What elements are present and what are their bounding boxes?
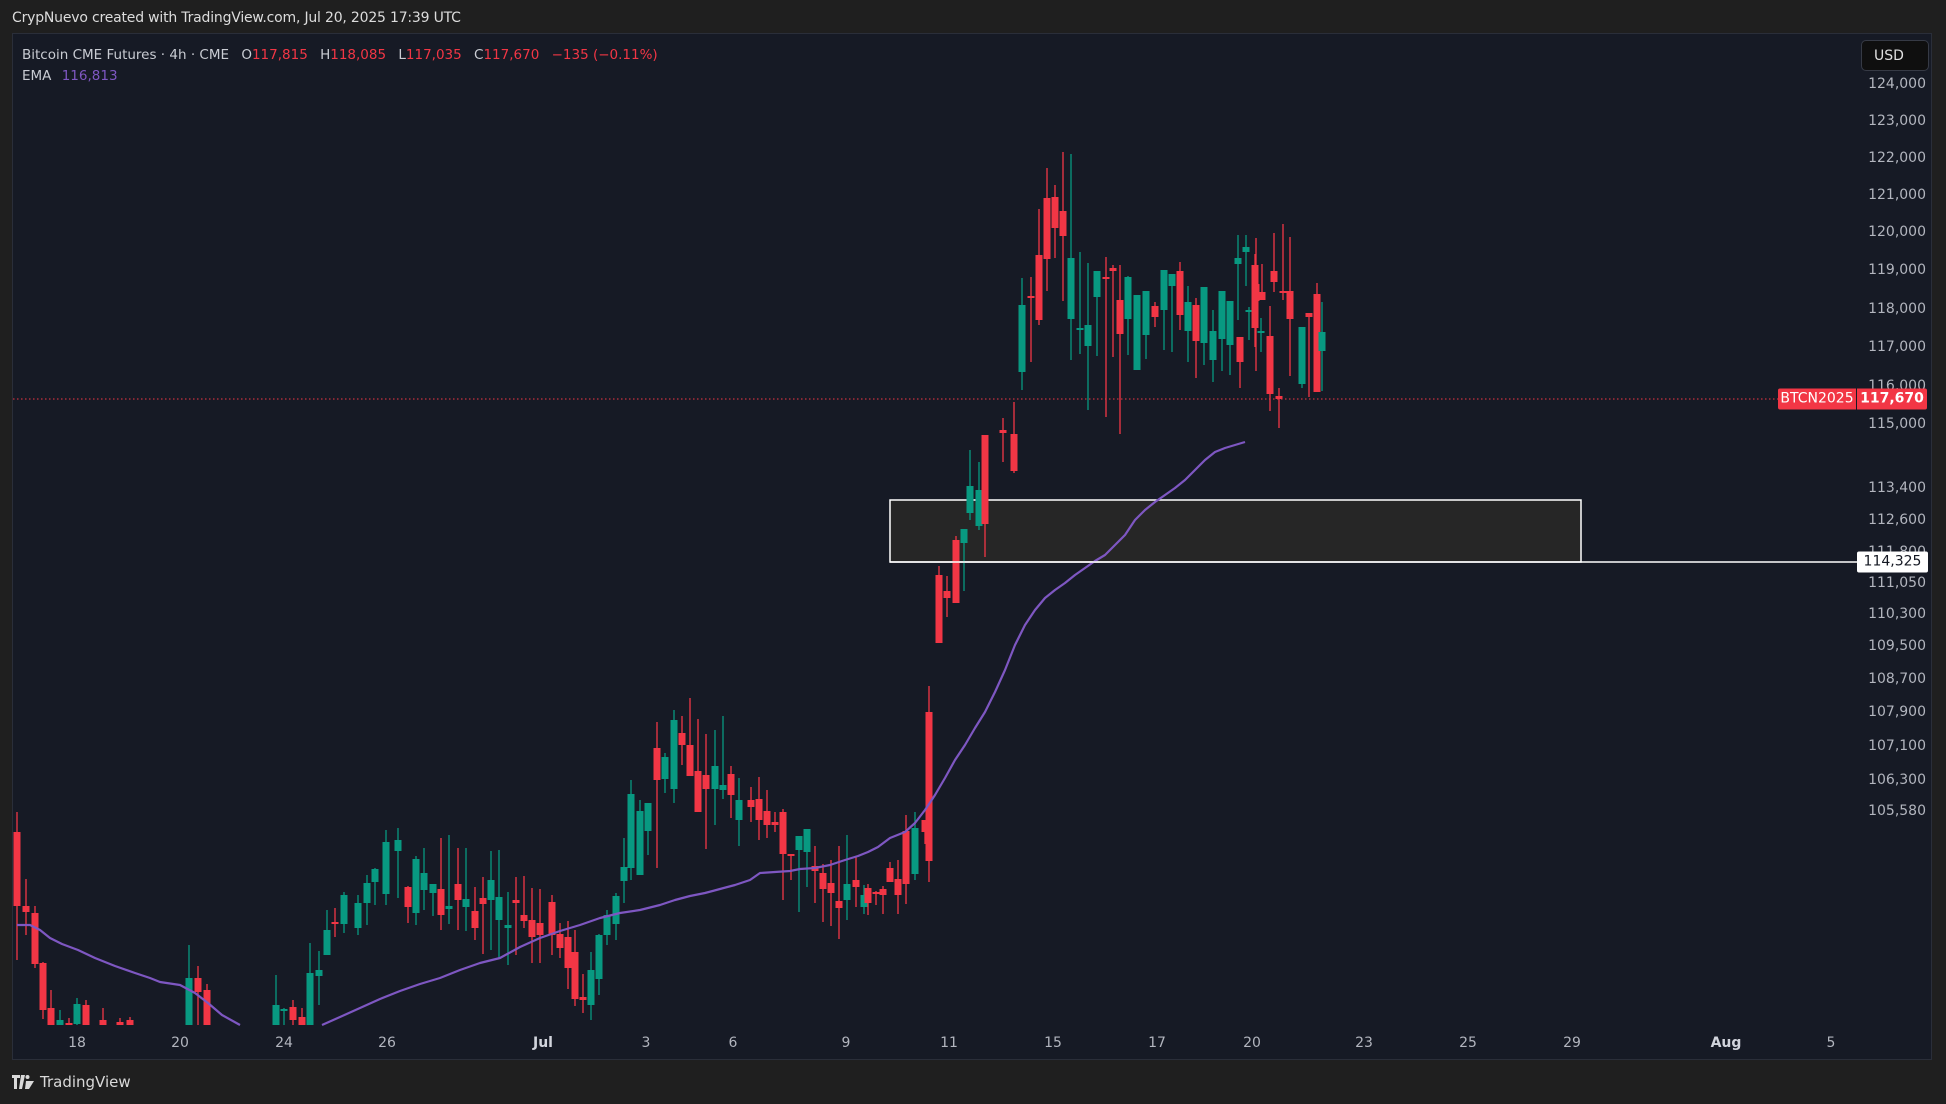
- open-value: 117,815: [251, 47, 308, 63]
- time-axis-label: 3: [641, 1035, 651, 1051]
- price-axis-label: 107,100: [1868, 738, 1926, 754]
- price-axis-label: 113,400: [1868, 480, 1926, 496]
- ohlc-row: Bitcoin CME Futures · 4h · CME O117,815 …: [22, 45, 658, 66]
- time-axis-label: 11: [940, 1035, 958, 1051]
- time-axis-label: 6: [728, 1035, 738, 1051]
- high-value: 118,085: [330, 47, 387, 63]
- ema-row[interactable]: EMA 116,813: [22, 66, 658, 87]
- price-axis-label: 118,000: [1868, 301, 1926, 317]
- change-value: −135 (−0.11%): [551, 47, 658, 63]
- low-label: L: [398, 47, 406, 63]
- price-axis-label: 110,300: [1868, 606, 1926, 622]
- price-axis-label: 123,000: [1868, 113, 1926, 129]
- time-axis-label: 18: [68, 1035, 86, 1051]
- price-axis-label: 112,600: [1868, 512, 1926, 528]
- price-axis-label: 108,700: [1868, 671, 1926, 687]
- tradingview-logo-icon: [12, 1075, 34, 1089]
- time-axis-label: 26: [378, 1035, 396, 1051]
- tradingview-brand[interactable]: TradingView: [12, 1073, 131, 1091]
- close-value: 117,670: [483, 47, 540, 63]
- symbol-price-tag: BTCN2025: [1778, 388, 1856, 410]
- price-axis-label: 107,900: [1868, 704, 1926, 720]
- brand-label: TradingView: [40, 1073, 131, 1091]
- time-axis-label: 15: [1044, 1035, 1062, 1051]
- time-axis-label: 25: [1459, 1035, 1477, 1051]
- price-axis-label: 115,000: [1868, 416, 1926, 432]
- ema-line: [17, 440, 1246, 1026]
- chart-legend: Bitcoin CME Futures · 4h · CME O117,815 …: [22, 45, 658, 87]
- time-axis-label: 9: [841, 1035, 851, 1051]
- price-axis-label: 121,000: [1868, 187, 1926, 203]
- price-axis-label: 120,000: [1868, 224, 1926, 240]
- attribution-text: CrypNuevo created with TradingView.com, …: [12, 10, 461, 26]
- zone-rectangle[interactable]: [889, 499, 1582, 563]
- high-label: H: [320, 47, 331, 63]
- price-axis-label: 117,000: [1868, 339, 1926, 355]
- price-axis-label: 105,580: [1868, 803, 1926, 819]
- time-axis-label: 24: [275, 1035, 293, 1051]
- open-label: O: [241, 47, 252, 63]
- price-axis-label: 106,300: [1868, 772, 1926, 788]
- candles: [13, 152, 1326, 1025]
- price-axis-label: 111,050: [1868, 575, 1926, 591]
- price-lines: [13, 398, 1857, 563]
- low-value: 117,035: [405, 47, 462, 63]
- time-axis-label: Jul: [533, 1035, 553, 1051]
- close-label: C: [474, 47, 484, 63]
- time-axis-label: 5: [1826, 1035, 1836, 1051]
- price-axis-label: 122,000: [1868, 150, 1926, 166]
- time-axis-label: 20: [1243, 1035, 1261, 1051]
- ema-value: 116,813: [61, 68, 118, 84]
- level-price-tag: 114,325: [1857, 551, 1928, 573]
- time-axis-label: 23: [1355, 1035, 1373, 1051]
- symbol-title[interactable]: Bitcoin CME Futures · 4h · CME: [22, 47, 230, 63]
- time-axis-label: 17: [1148, 1035, 1166, 1051]
- price-axis-label: 109,500: [1868, 638, 1926, 654]
- price-axis-label: 124,000: [1868, 76, 1926, 92]
- price-axis-label: 119,000: [1868, 262, 1926, 278]
- time-axis-label: 29: [1563, 1035, 1581, 1051]
- time-axis-label: Aug: [1710, 1035, 1742, 1051]
- time-axis-label: 20: [171, 1035, 189, 1051]
- currency-button[interactable]: USD: [1861, 40, 1929, 71]
- last-price-tag: 117,670: [1857, 388, 1927, 410]
- ema-label: EMA: [22, 68, 52, 84]
